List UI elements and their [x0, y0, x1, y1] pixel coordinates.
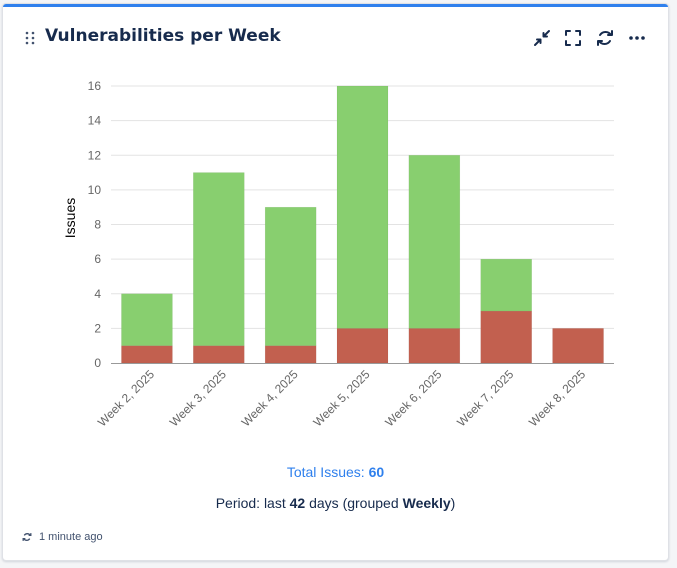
x-tick-label: Week 6, 2025: [382, 367, 444, 429]
drag-handle-icon[interactable]: [25, 31, 35, 45]
bar-green-3[interactable]: [264, 206, 317, 346]
bar-red-7[interactable]: [552, 328, 604, 364]
y-tick-label: 16: [88, 79, 102, 93]
refresh-icon[interactable]: [594, 27, 616, 49]
last-updated: 1 minute ago: [21, 531, 103, 543]
bar-green-5[interactable]: [408, 155, 461, 329]
x-tick-label: Week 8, 2025: [526, 367, 588, 429]
y-tick-label: 8: [94, 218, 101, 232]
last-updated-text: 1 minute ago: [39, 531, 103, 543]
bar-red-2[interactable]: [193, 345, 245, 364]
card-accent-bar: [3, 4, 668, 7]
bar-red-1[interactable]: [121, 345, 173, 364]
widget-header: Vulnerabilities per Week: [3, 18, 668, 58]
period-mid: days (grouped: [309, 495, 399, 511]
refresh-small-icon: [22, 533, 32, 541]
bar-green-4[interactable]: [336, 85, 389, 329]
widget-title: Vulnerabilities per Week: [45, 26, 281, 46]
period-days: 42: [289, 495, 306, 511]
bar-green-6[interactable]: [480, 258, 532, 312]
total-issues-label: Total Issues:: [286, 464, 365, 480]
y-tick-label: 6: [94, 252, 101, 266]
y-tick-label: 12: [88, 148, 102, 162]
bar-layer: [121, 85, 604, 364]
x-tick-label: Week 7, 2025: [454, 367, 516, 429]
y-tick-label: 14: [88, 114, 102, 128]
bar-red-5[interactable]: [408, 328, 461, 364]
y-tick-label: 10: [88, 183, 102, 197]
period-text: Period: last 42 days (grouped Weekly): [3, 495, 668, 511]
bar-green-1[interactable]: [121, 293, 173, 346]
y-axis-label: Issues: [62, 198, 78, 238]
minimize-icon[interactable]: [531, 27, 553, 49]
period-group: Weekly: [402, 495, 451, 511]
x-tick-label: Week 2, 2025: [95, 367, 157, 429]
total-issues: Total Issues: 60: [3, 464, 668, 480]
period-suffix: ): [450, 495, 456, 511]
fullscreen-icon[interactable]: [562, 27, 584, 49]
y-tick-label: 4: [94, 287, 101, 301]
bar-red-6[interactable]: [480, 310, 532, 364]
widget-card: Vulnerabilities per Week 0 2 4 6 8 10 12 14 16 We…: [2, 3, 669, 561]
total-issues-value: 60: [368, 464, 385, 480]
x-tick-label: Week 5, 2025: [311, 367, 373, 429]
bar-red-4[interactable]: [336, 328, 389, 364]
x-tick-label: Week 3, 2025: [167, 367, 229, 429]
y-tick-label: 2: [94, 321, 101, 335]
bar-red-3[interactable]: [264, 345, 317, 364]
x-tick-label: Week 4, 2025: [239, 367, 301, 429]
y-tick-label: 0: [94, 356, 101, 370]
period-prefix: Period: last: [215, 495, 286, 511]
bar-green-2[interactable]: [193, 172, 245, 346]
more-icon[interactable]: [626, 27, 648, 49]
